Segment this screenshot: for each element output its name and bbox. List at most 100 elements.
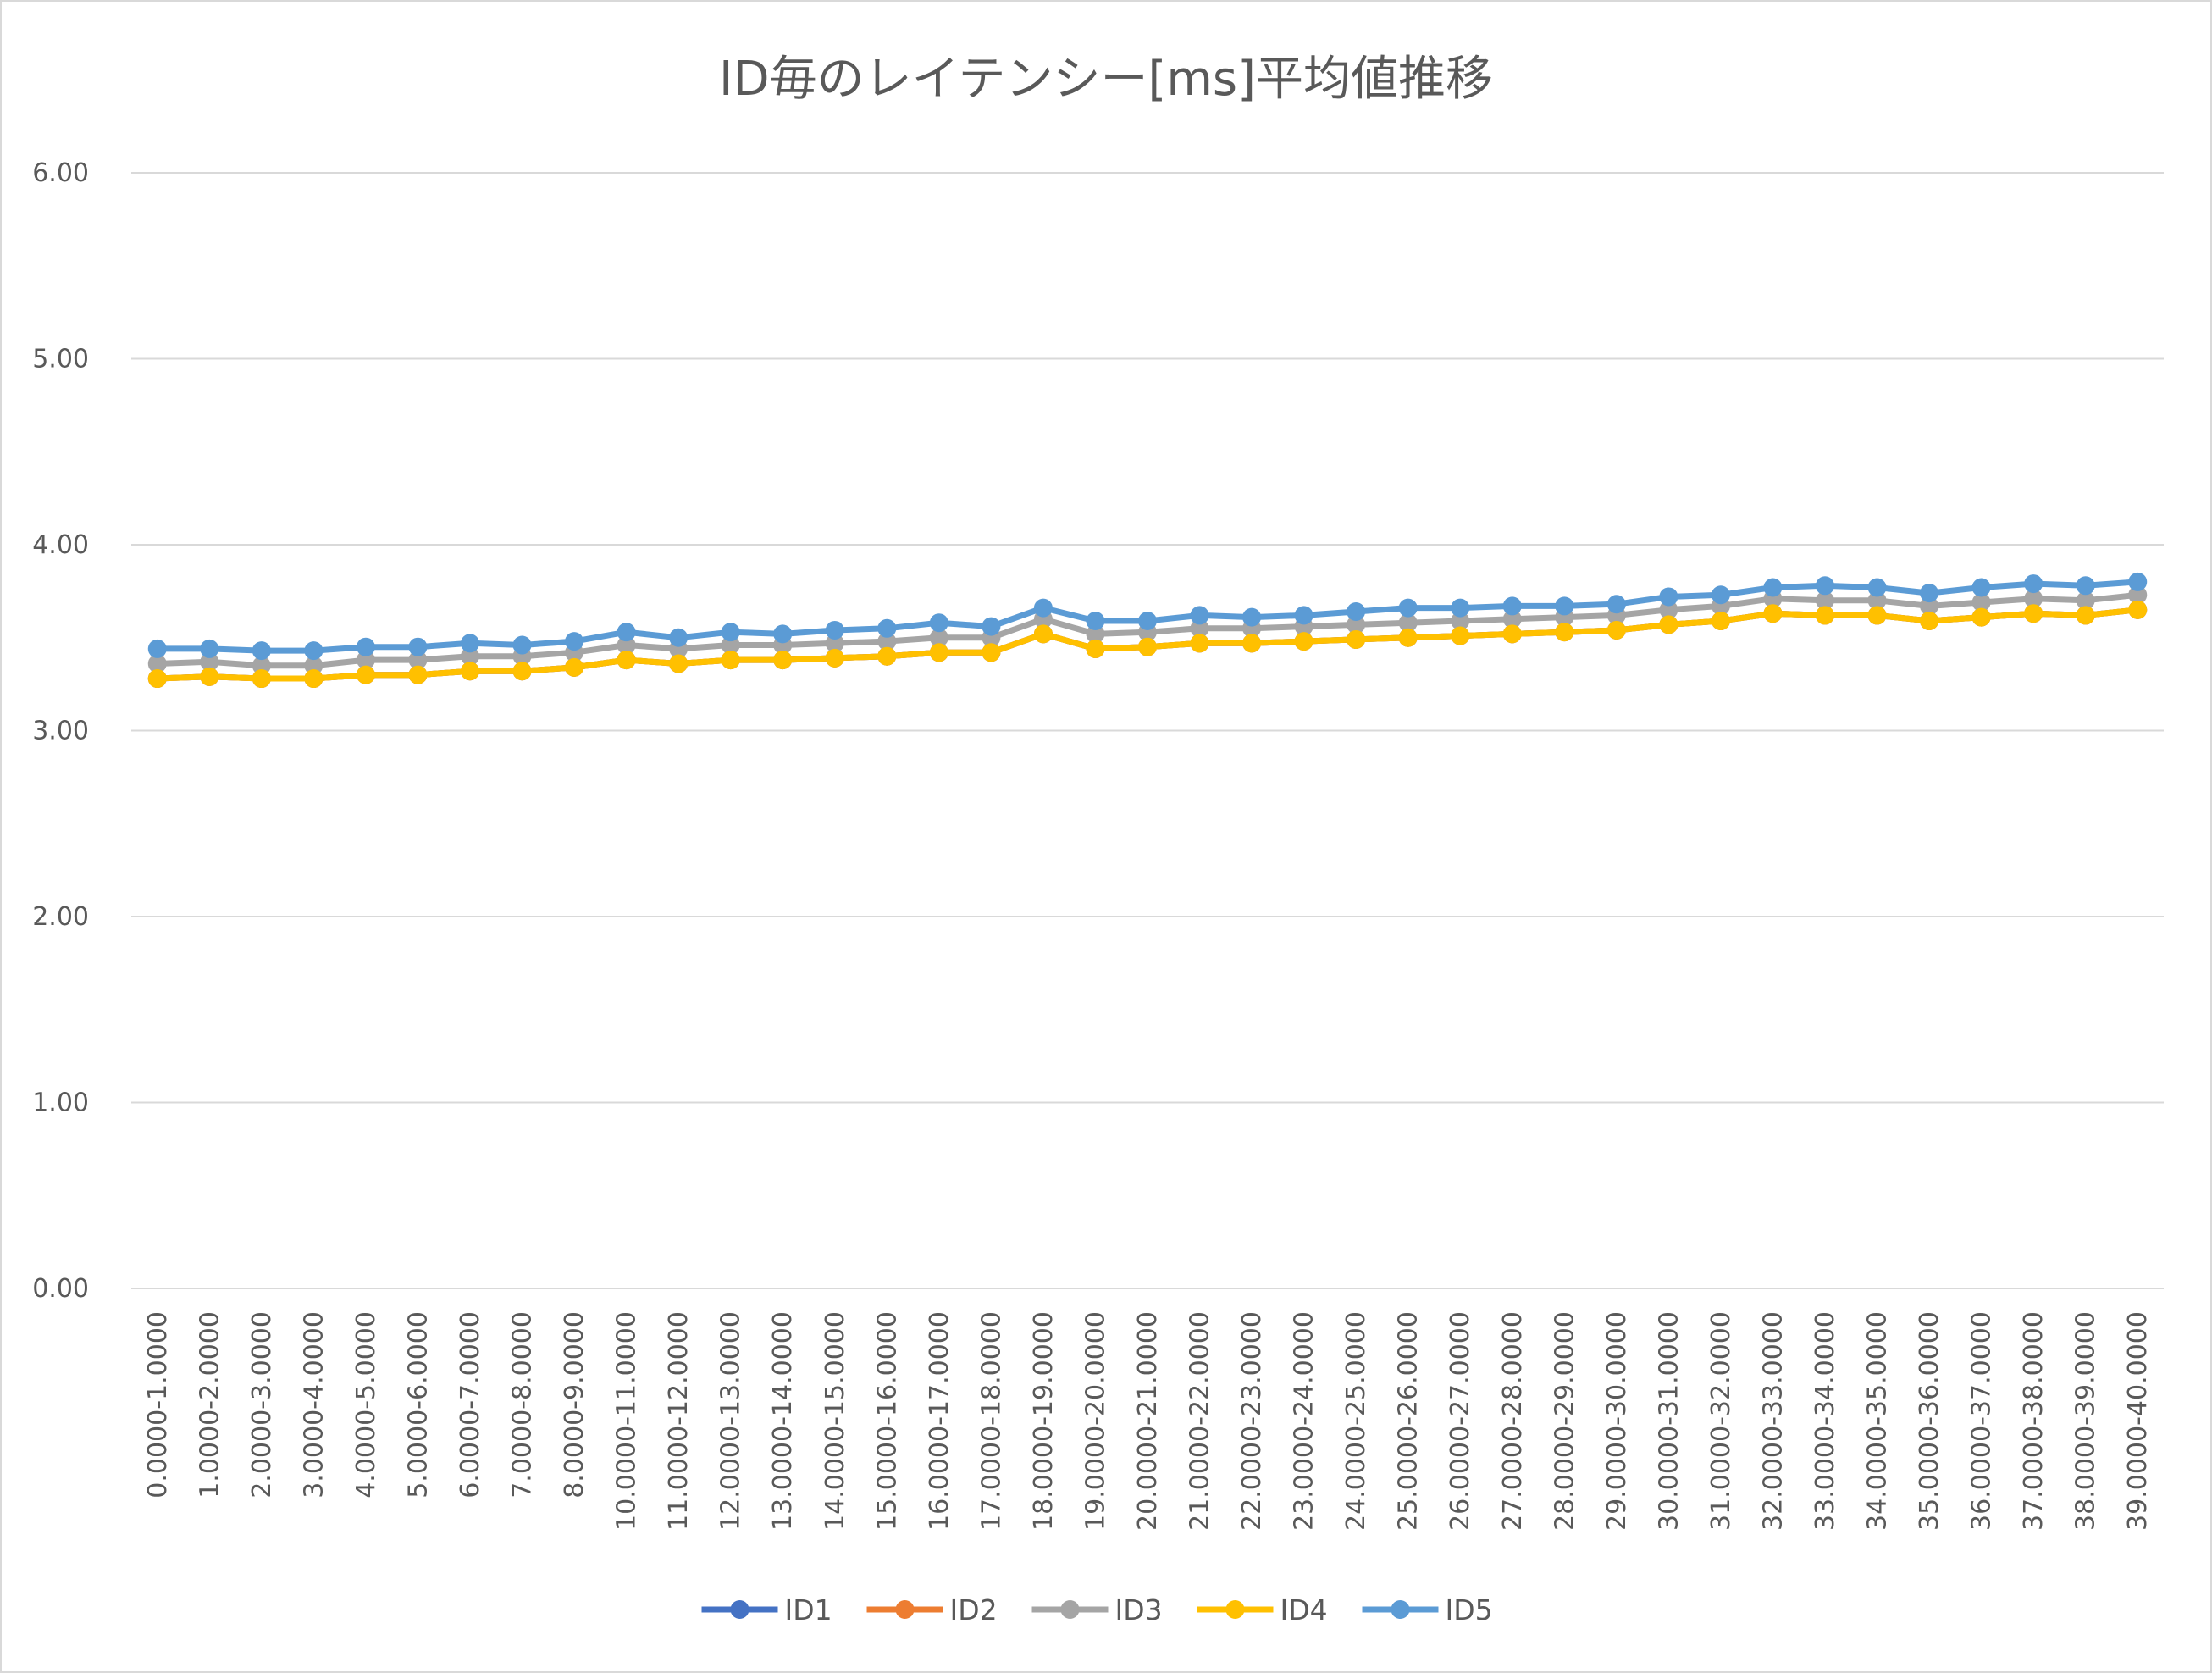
data-point [304, 641, 324, 661]
data-point [304, 669, 324, 689]
x-tick-label: 7.0000-8.0000 [508, 1311, 538, 1498]
data-point [1502, 596, 1522, 616]
data-point [200, 639, 219, 658]
data-point [1920, 611, 1939, 630]
x-tick-label: 26.0000-27.0000 [1446, 1311, 1475, 1531]
data-point [825, 620, 844, 640]
legend-item-id5: ID5 [1362, 1593, 1493, 1626]
data-point [2128, 585, 2148, 605]
data-point [1398, 613, 1418, 633]
legend: ID1 ID2 ID3 ID4 ID5 [701, 1593, 1493, 1626]
data-point [2128, 572, 2148, 591]
y-axis-tick-labels: 0.00 1.00 2.00 3.00 4.00 5.00 6.00 [32, 158, 89, 1304]
data-point [147, 654, 167, 673]
data-point [1451, 598, 1470, 618]
x-tick-label: 29.0000-30.0000 [1602, 1311, 1632, 1531]
x-tick-label: 8.0000-9.0000 [560, 1311, 589, 1498]
legend-label: ID3 [1115, 1593, 1163, 1626]
data-point [252, 641, 271, 661]
data-point [1294, 632, 1313, 651]
x-tick-label: 35.0000-36.0000 [1915, 1311, 1944, 1531]
data-point [1763, 604, 1783, 623]
data-point [2024, 604, 2043, 623]
data-point [721, 635, 740, 655]
legend-marker [1225, 1600, 1245, 1619]
data-point [669, 628, 688, 647]
data-point [1971, 578, 1991, 597]
data-point [1190, 618, 1209, 638]
y-tick-label: 5.00 [32, 345, 89, 374]
x-tick-label: 30.0000-31.0000 [1654, 1311, 1684, 1531]
data-point [877, 646, 897, 666]
x-tick-label: 36.0000-37.0000 [1967, 1311, 1997, 1531]
x-tick-label: 10.0000-11.0000 [612, 1311, 642, 1531]
data-point [512, 635, 532, 655]
data-point [982, 643, 1001, 662]
x-tick-label: 37.0000-38.0000 [2019, 1311, 2049, 1531]
data-point [1763, 578, 1783, 597]
data-point [929, 643, 948, 662]
data-point [1659, 600, 1678, 619]
data-point [565, 657, 584, 677]
data-point [1347, 615, 1366, 634]
y-tick-label: 6.00 [32, 158, 89, 188]
x-tick-label: 13.0000-14.0000 [768, 1311, 798, 1531]
data-point [1920, 596, 1939, 616]
x-tick-label: 31.0000-32.0000 [1706, 1311, 1736, 1531]
data-point [2128, 600, 2148, 619]
data-point [1347, 629, 1366, 649]
x-tick-label: 1.0000-2.0000 [195, 1311, 224, 1498]
data-point [356, 637, 375, 656]
data-point [408, 637, 428, 656]
legend-item-id1: ID1 [701, 1593, 832, 1626]
series-id4 [147, 600, 2148, 689]
legend-label: ID2 [950, 1593, 998, 1626]
data-point [200, 652, 219, 672]
data-point [1867, 578, 1887, 597]
data-point [252, 669, 271, 689]
data-point [1816, 590, 1834, 610]
data-point [982, 617, 1001, 636]
data-point [147, 669, 167, 689]
x-tick-label: 27.0000-28.0000 [1498, 1311, 1528, 1531]
y-tick-label: 2.00 [32, 902, 89, 932]
data-point [1606, 595, 1626, 614]
legend-label: ID1 [785, 1593, 832, 1626]
x-tick-label: 39.0000-40.0000 [2123, 1311, 2153, 1531]
data-point [877, 618, 897, 638]
data-point [2024, 589, 2043, 608]
data-point [929, 613, 948, 633]
x-tick-label: 14.0000-15.0000 [821, 1311, 850, 1531]
data-point [1242, 607, 1262, 627]
data-point [1086, 624, 1105, 644]
data-point [1242, 634, 1262, 653]
x-tick-label: 3.0000-4.0000 [299, 1311, 329, 1498]
data-point [1347, 602, 1366, 622]
x-tick-label: 22.0000-23.0000 [1237, 1311, 1267, 1531]
data-point [512, 662, 532, 681]
data-point [1398, 598, 1418, 618]
data-point [2024, 574, 2043, 594]
data-point [1555, 596, 1574, 616]
x-tick-label: 34.0000-35.0000 [1863, 1311, 1893, 1531]
data-point [1659, 615, 1678, 634]
x-tick-label: 17.0000-18.0000 [976, 1311, 1006, 1531]
x-tick-label: 25.0000-26.0000 [1394, 1311, 1424, 1531]
x-tick-label: 4.0000-5.0000 [351, 1311, 381, 1498]
legend-item-id3: ID3 [1031, 1593, 1163, 1626]
data-point [1867, 606, 1887, 625]
x-tick-label: 15.0000-16.0000 [872, 1311, 902, 1531]
data-point [408, 651, 428, 670]
data-point [773, 624, 793, 644]
data-point [1138, 611, 1157, 630]
data-point [1867, 590, 1887, 610]
x-tick-label: 18.0000-19.0000 [1029, 1311, 1059, 1531]
legend-label: ID4 [1280, 1593, 1328, 1626]
data-point [825, 648, 844, 668]
x-tick-label: 23.0000-24.0000 [1290, 1311, 1319, 1531]
data-point [200, 667, 219, 686]
data-point [669, 654, 688, 673]
x-tick-label: 38.0000-39.0000 [2071, 1311, 2101, 1531]
